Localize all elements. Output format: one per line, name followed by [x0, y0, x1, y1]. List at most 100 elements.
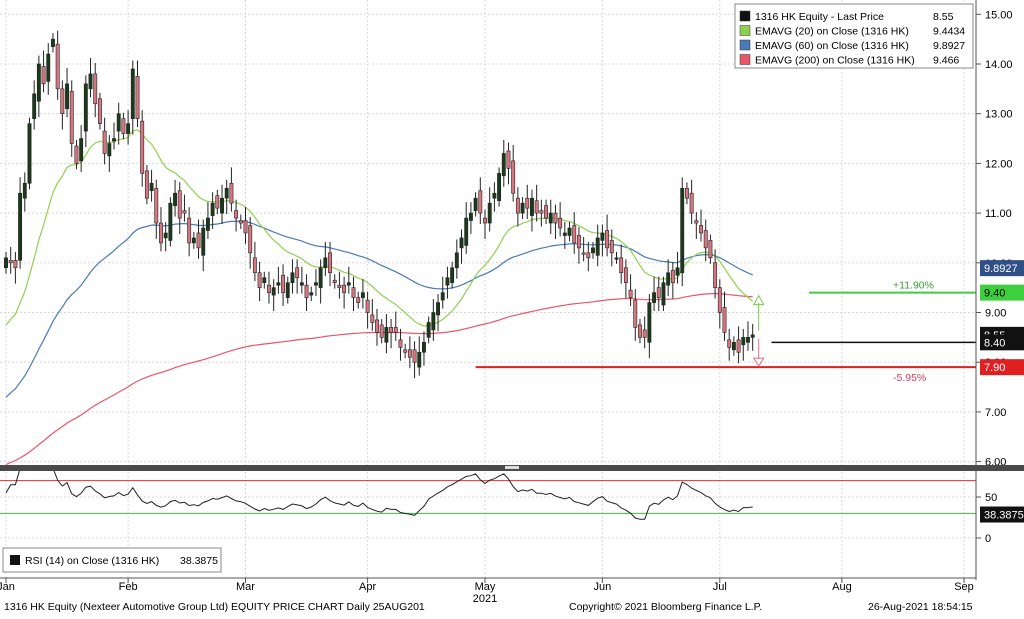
- candle-body: [346, 282, 351, 286]
- candle-body: [431, 312, 436, 331]
- candle-body: [595, 237, 600, 256]
- candle-body: [168, 202, 173, 241]
- candle-body: [398, 339, 403, 348]
- legend-label: EMAVG (60) on Close (1316 HK): [755, 40, 909, 52]
- month-label: Apr: [359, 581, 376, 593]
- rsi-legend-box: [2, 547, 222, 573]
- candle-body: [337, 284, 342, 288]
- price-annotations: +11.90% -5.95%: [475, 280, 976, 384]
- candle-body: [182, 210, 187, 214]
- candle-body: [497, 173, 502, 201]
- candle-body: [332, 279, 337, 283]
- candle-body: [144, 170, 149, 199]
- candle-body: [318, 267, 323, 288]
- candle-body: [18, 192, 23, 261]
- candle-body: [459, 237, 464, 249]
- ema-20-line: [5, 129, 754, 327]
- candle-body: [342, 284, 347, 293]
- month-label: Feb: [119, 581, 138, 593]
- month-label: Jul: [713, 581, 727, 593]
- candle-body: [126, 123, 131, 134]
- candle-body: [487, 202, 492, 224]
- candle-body: [600, 232, 605, 241]
- candle-body: [130, 68, 135, 119]
- candle-body: [313, 282, 318, 286]
- rsi-tick-label: 50: [985, 492, 997, 504]
- candle-body: [450, 267, 455, 283]
- candle-body: [79, 138, 84, 162]
- candle-body: [680, 187, 685, 274]
- legend-label: EMAVG (200) on Close (1316 HK): [755, 55, 915, 67]
- candle-body: [351, 287, 356, 298]
- candle-body: [530, 197, 534, 216]
- month-label: Aug: [832, 581, 852, 593]
- candle-body: [661, 282, 666, 306]
- rsi-legend-swatch: [10, 555, 20, 565]
- candle-body: [163, 232, 168, 239]
- candle-body: [492, 192, 497, 199]
- candle-body: [652, 292, 657, 303]
- rsi-gridlines: [0, 480, 976, 539]
- candle-body: [234, 210, 239, 219]
- candle-body: [609, 240, 614, 254]
- candle-body: [633, 299, 638, 328]
- support-axis-tag: 8.40: [984, 337, 1005, 349]
- candle-body: [328, 252, 332, 274]
- candle-body: [205, 217, 210, 231]
- candlestick-series: [4, 30, 755, 379]
- candle-body: [173, 192, 178, 206]
- candle-body: [210, 202, 215, 216]
- candle-body: [525, 197, 530, 209]
- month-label: Jun: [594, 581, 612, 593]
- candle-body: [478, 190, 483, 214]
- candle-body: [656, 287, 661, 298]
- candle-body: [553, 212, 558, 224]
- legend-swatch: [739, 10, 751, 22]
- candle-body: [97, 98, 102, 124]
- candle-body: [393, 327, 398, 333]
- price-tick-label: 15.00: [985, 9, 1013, 21]
- candle-body: [46, 53, 51, 82]
- candle-body: [149, 182, 154, 192]
- candle-body: [379, 324, 384, 338]
- candle-body: [370, 314, 375, 323]
- ema60-axis-tag-bg: [980, 260, 1024, 277]
- legend-label: 1316 HK Equity - Last Price: [755, 11, 884, 23]
- legend-swatch: [739, 54, 751, 65]
- stop-pct-label: -5.95%: [893, 372, 926, 384]
- candle-body: [60, 88, 65, 114]
- footer-timestamp: 26-Aug-2021 18:54:15: [868, 601, 973, 613]
- candle-body: [177, 190, 182, 219]
- candle-body: [356, 297, 361, 303]
- candle-body: [440, 292, 445, 301]
- candle-body: [299, 282, 304, 286]
- candle-body: [684, 187, 689, 199]
- price-tick-label: 7.00: [985, 407, 1006, 419]
- candle-body: [121, 118, 126, 134]
- legend[interactable]: 1316 HK Equity - Last Price 8.55 EMAVG (20…: [2, 3, 974, 573]
- candle-body: [41, 66, 46, 85]
- candle-body: [417, 351, 422, 368]
- candle-body: [304, 284, 309, 298]
- candle-body: [675, 267, 680, 276]
- candle-body: [422, 342, 426, 353]
- candle-body: [647, 302, 652, 343]
- candle-body: [403, 349, 408, 353]
- candle-body: [736, 339, 741, 353]
- candle-body: [22, 182, 27, 199]
- candle-body: [511, 160, 516, 194]
- candle-body: [55, 43, 60, 90]
- candle-body: [281, 274, 286, 293]
- candle-body: [750, 334, 755, 338]
- candle-body: [520, 202, 525, 214]
- candle-body: [140, 120, 145, 174]
- candle-body: [445, 277, 450, 286]
- rsi-axis-tag: 38.3875: [984, 510, 1024, 522]
- candle-body: [102, 130, 107, 154]
- candle-body: [539, 210, 544, 214]
- candle-body: [741, 337, 746, 346]
- candle-body: [642, 329, 647, 338]
- candle-body: [689, 192, 694, 214]
- month-label: Jan: [0, 581, 15, 593]
